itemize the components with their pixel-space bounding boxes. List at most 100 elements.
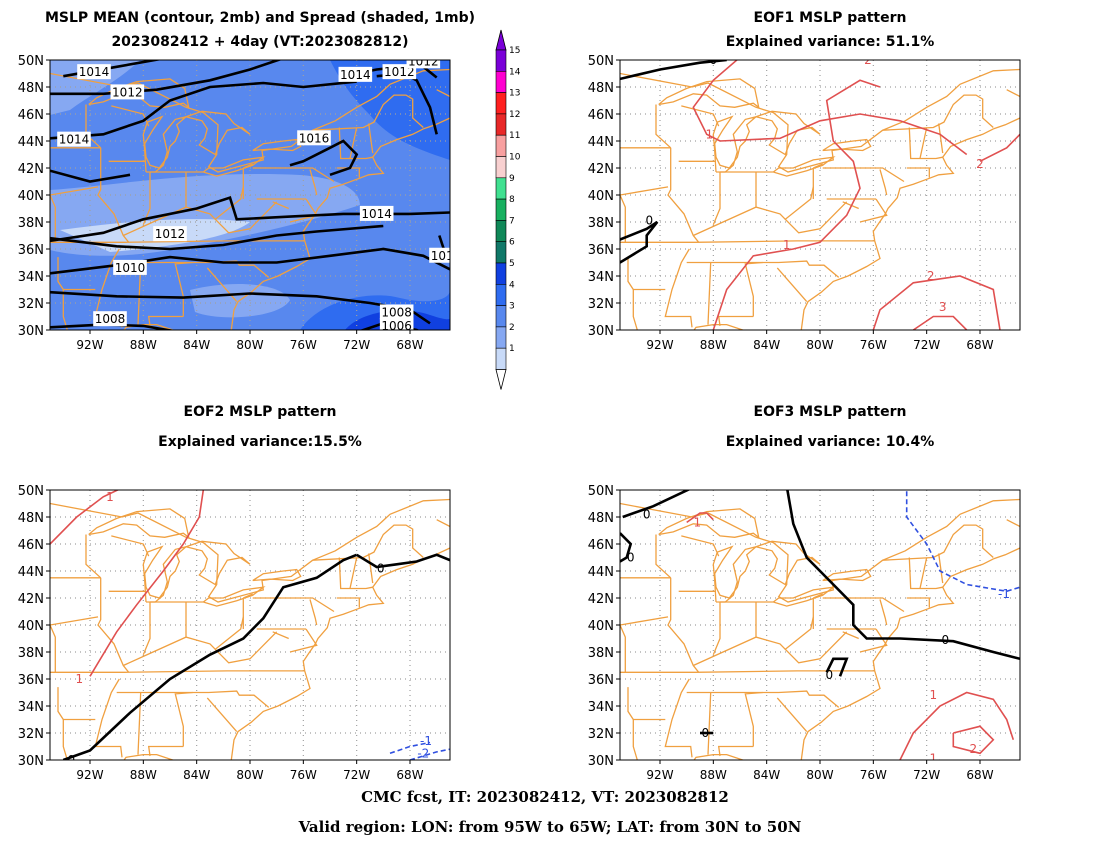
map-boundary [349, 127, 358, 159]
map-boundary [57, 257, 64, 290]
contour-label: -1 [420, 734, 432, 748]
map-boundary [655, 534, 672, 579]
contour-line [786, 490, 1020, 661]
colorbar-segment [495, 283, 507, 306]
contour-line [50, 224, 384, 251]
map-boundary [755, 110, 821, 156]
contour-line [620, 220, 659, 264]
map-boundary [312, 498, 450, 561]
map-boundary [123, 206, 216, 237]
contour-line [952, 725, 995, 755]
contour-line [825, 657, 849, 677]
contour-label: 1 [76, 672, 84, 686]
map-boundary [123, 753, 197, 760]
map-boundary [620, 72, 994, 173]
map-boundary [882, 68, 1020, 131]
colorbar-label: 15 [509, 46, 520, 56]
lon-tick-label: 80W [806, 768, 833, 782]
map-boundary [1006, 89, 1020, 98]
contour-label: 2 [970, 742, 978, 756]
contour-label-bg [406, 60, 441, 69]
colorbar-segment [495, 156, 507, 179]
contour-label: 1 [106, 490, 114, 504]
contour-label: 1012 [112, 85, 143, 99]
colorbar-label: 3 [509, 302, 515, 312]
lat-tick-label: 48N [588, 511, 614, 526]
map-boundary [693, 636, 786, 667]
map-boundary [243, 593, 253, 599]
map-boundary [712, 172, 721, 225]
contour-line [356, 553, 450, 569]
contour-label: 1014 [340, 68, 371, 82]
map-boundary [859, 628, 888, 653]
contour-label: 0 [826, 668, 834, 682]
map-boundary [813, 593, 823, 599]
lat-tick-label: 30N [588, 324, 614, 339]
eof1-panel-subtitle: Explained variance: 51.1% [725, 34, 935, 50]
contour-label: 0 [377, 561, 385, 575]
map-boundary [822, 597, 905, 613]
contour-label: 0 [702, 726, 710, 740]
lat-tick-label: 42N [588, 592, 614, 607]
lon-tick-label: 88W [130, 338, 157, 352]
lon-tick-label: 92W [76, 338, 103, 352]
lon-tick-label: 92W [646, 338, 673, 352]
map-boundary [97, 147, 130, 243]
contour-label-bg [113, 259, 147, 275]
contour-label: 1 [930, 688, 938, 702]
map-boundary [664, 248, 693, 328]
contour-label: 0 [643, 507, 651, 521]
lat-tick-label: 34N [588, 700, 614, 715]
colorbar-label: 8 [509, 195, 515, 205]
map-boundary [993, 117, 1020, 130]
lat-tick-label: 36N [588, 673, 614, 688]
colorbar-label: 2 [509, 323, 515, 333]
map-boundary [50, 624, 56, 673]
contour-label: 1 [706, 127, 714, 141]
map-boundary [62, 288, 96, 330]
map-boundary [309, 169, 318, 196]
eof3-panel-title: EOF3 MSLP pattern [753, 404, 907, 420]
map-boundary [147, 745, 184, 757]
contour-label: 1014 [361, 207, 392, 221]
lon-tick-label: 80W [236, 338, 263, 352]
lat-tick-label: 44N [18, 135, 44, 150]
map-boundary [859, 198, 888, 223]
map-boundary [142, 115, 187, 173]
lon-tick-label: 72W [343, 768, 370, 782]
map-boundary [368, 553, 374, 584]
contour-label: -2 [417, 746, 429, 760]
contour-label: 1 [930, 752, 938, 766]
contour-label: 1008 [381, 305, 412, 319]
map-boundary [882, 498, 1020, 561]
map-boundary [908, 127, 943, 160]
colorbar-label: 12 [509, 110, 520, 120]
map-boundary [123, 636, 216, 667]
map-boundary [784, 186, 848, 234]
contour-line [289, 139, 359, 177]
map-boundary [784, 616, 848, 664]
map-boundary [50, 616, 99, 626]
contour-label: 1006 [381, 319, 412, 333]
map-boundary [655, 104, 672, 149]
lat-tick-label: 40N [588, 189, 614, 204]
map-boundary [755, 540, 821, 586]
colorbar-label: 10 [509, 153, 521, 163]
map-boundary [50, 194, 56, 243]
colorbar-bottom-arrow [495, 369, 507, 390]
contour-label: 1014 [431, 249, 462, 263]
contour-label-bg [338, 66, 373, 82]
map-boundary [214, 186, 278, 234]
map-boundary [938, 553, 944, 584]
map-boundary [123, 323, 197, 330]
colorbar-segment [495, 305, 507, 328]
map-boundary [667, 147, 700, 243]
lat-tick-label: 38N [18, 216, 44, 231]
map-boundary [338, 557, 373, 590]
colorbar-segment [495, 134, 507, 157]
map-boundary [50, 186, 99, 196]
map-boundary [309, 599, 318, 626]
map-boundary [620, 616, 669, 626]
colorbar-label: 5 [509, 259, 515, 269]
